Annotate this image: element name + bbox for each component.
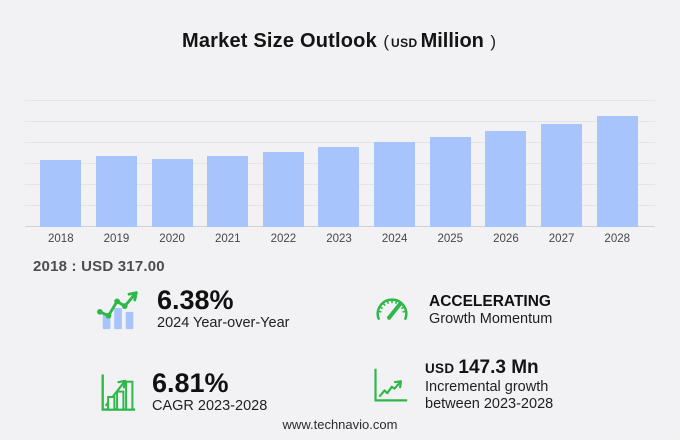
x-tick-label: 2025 bbox=[437, 233, 464, 245]
x-tick-label: 2021 bbox=[214, 233, 241, 245]
speedometer-icon bbox=[371, 292, 413, 330]
incremental-value: 147.3 Mn bbox=[458, 357, 539, 378]
incremental-label-line2: between 2023-2028 bbox=[425, 396, 554, 413]
x-tick-label: 2020 bbox=[159, 233, 185, 245]
stat-incremental-growth: USD 147.3 Mn Incremental growth between 2… bbox=[371, 357, 553, 414]
gridline bbox=[25, 142, 655, 143]
bar-2024 bbox=[374, 142, 416, 227]
title-paren-open: ( bbox=[383, 32, 390, 51]
cagr-label: CAGR 2023-2028 bbox=[152, 397, 268, 414]
bar-2025 bbox=[429, 136, 471, 227]
gridline bbox=[25, 100, 655, 101]
bar-line-growth-icon bbox=[97, 288, 141, 330]
x-tick-label: 2023 bbox=[326, 233, 352, 245]
bar-2019 bbox=[95, 156, 137, 227]
bar-2020 bbox=[151, 159, 193, 227]
x-axis-labels: 2018 2019 2020 2021 2022 2023 2024 2025 2026 2027… bbox=[33, 233, 645, 245]
bar-chart-growth-icon bbox=[100, 372, 136, 413]
title-currency: USD bbox=[391, 36, 418, 50]
title-text: Market Size Outlook bbox=[181, 30, 377, 52]
gridline bbox=[25, 121, 655, 122]
bar-2022 bbox=[262, 152, 304, 227]
x-tick-label: 2019 bbox=[103, 233, 130, 245]
yoy-label: 2024 Year-over-Year bbox=[157, 314, 290, 331]
base-year-value-caption: 2018 : USD 317.00 bbox=[33, 258, 165, 275]
x-tick-label: 2026 bbox=[493, 233, 519, 245]
incremental-currency: USD bbox=[425, 361, 455, 376]
bar-2021 bbox=[207, 156, 249, 227]
yoy-value: 6.38% bbox=[157, 285, 234, 315]
stat-cagr: 6.81% CAGR 2023-2028 bbox=[100, 368, 268, 415]
line-chart-icon bbox=[371, 366, 409, 404]
bar-series bbox=[33, 100, 645, 227]
title-paren-close: ) bbox=[490, 32, 497, 51]
incremental-label-line1: Incremental growth bbox=[425, 379, 549, 395]
x-tick-label: 2024 bbox=[381, 233, 408, 245]
stat-year-over-year: 6.38% 2024 Year-over-Year bbox=[97, 285, 290, 332]
bar-2026 bbox=[485, 130, 527, 227]
page-title: Market Size Outlook (USD Million ) bbox=[0, 30, 680, 53]
x-tick-label: 2018 bbox=[48, 233, 74, 245]
title-unit: Million bbox=[420, 30, 484, 52]
cagr-value: 6.81% bbox=[152, 368, 229, 398]
bar-2023 bbox=[318, 147, 360, 227]
stat-growth-momentum: ACCELERATING Growth Momentum bbox=[371, 292, 552, 330]
source-url: www.technavio.com bbox=[282, 417, 398, 432]
x-tick-label: 2022 bbox=[270, 233, 297, 245]
bar-2028 bbox=[596, 115, 638, 227]
bar-2018 bbox=[40, 159, 82, 227]
x-tick-label: 2028 bbox=[604, 233, 631, 245]
momentum-label: Growth Momentum bbox=[429, 311, 553, 328]
x-tick-label: 2027 bbox=[548, 233, 575, 245]
momentum-value: ACCELERATING bbox=[429, 293, 551, 311]
bar-2027 bbox=[540, 123, 582, 227]
